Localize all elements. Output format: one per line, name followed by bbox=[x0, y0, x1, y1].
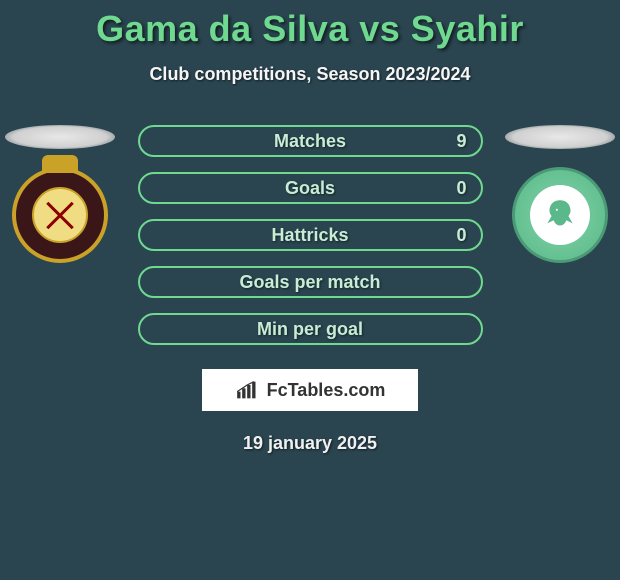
page-title: Gama da Silva vs Syahir bbox=[0, 0, 620, 50]
stat-value: 0 bbox=[456, 225, 466, 246]
stat-row-goals-per-match: Goals per match bbox=[138, 266, 483, 298]
stat-label: Hattricks bbox=[271, 225, 348, 246]
attribution-badge: FcTables.com bbox=[202, 369, 418, 411]
stat-value: 9 bbox=[456, 131, 466, 152]
club-badge-left bbox=[12, 167, 108, 263]
left-player-column bbox=[0, 125, 120, 263]
stat-row-min-per-goal: Min per goal bbox=[138, 313, 483, 345]
club-badge-left-inner bbox=[32, 187, 88, 243]
player-right-marker bbox=[505, 125, 615, 149]
stat-value: 0 bbox=[456, 178, 466, 199]
stat-label: Goals bbox=[285, 178, 335, 199]
right-player-column bbox=[500, 125, 620, 263]
stat-label: Min per goal bbox=[257, 319, 363, 340]
main-content: Matches 9 Goals 0 Hattricks 0 Goals per … bbox=[0, 125, 620, 454]
date-text: 19 january 2025 bbox=[0, 433, 620, 454]
stat-row-hattricks: Hattricks 0 bbox=[138, 219, 483, 251]
stat-row-matches: Matches 9 bbox=[138, 125, 483, 157]
stat-label: Goals per match bbox=[239, 272, 380, 293]
stats-column: Matches 9 Goals 0 Hattricks 0 Goals per … bbox=[138, 125, 483, 345]
chart-icon bbox=[235, 380, 261, 400]
attribution-text: FcTables.com bbox=[267, 380, 386, 401]
club-badge-right bbox=[512, 167, 608, 263]
stat-label: Matches bbox=[274, 131, 346, 152]
player-left-marker bbox=[5, 125, 115, 149]
subtitle: Club competitions, Season 2023/2024 bbox=[0, 64, 620, 85]
eagle-icon bbox=[539, 194, 581, 236]
stat-row-goals: Goals 0 bbox=[138, 172, 483, 204]
club-badge-right-inner bbox=[530, 185, 590, 245]
